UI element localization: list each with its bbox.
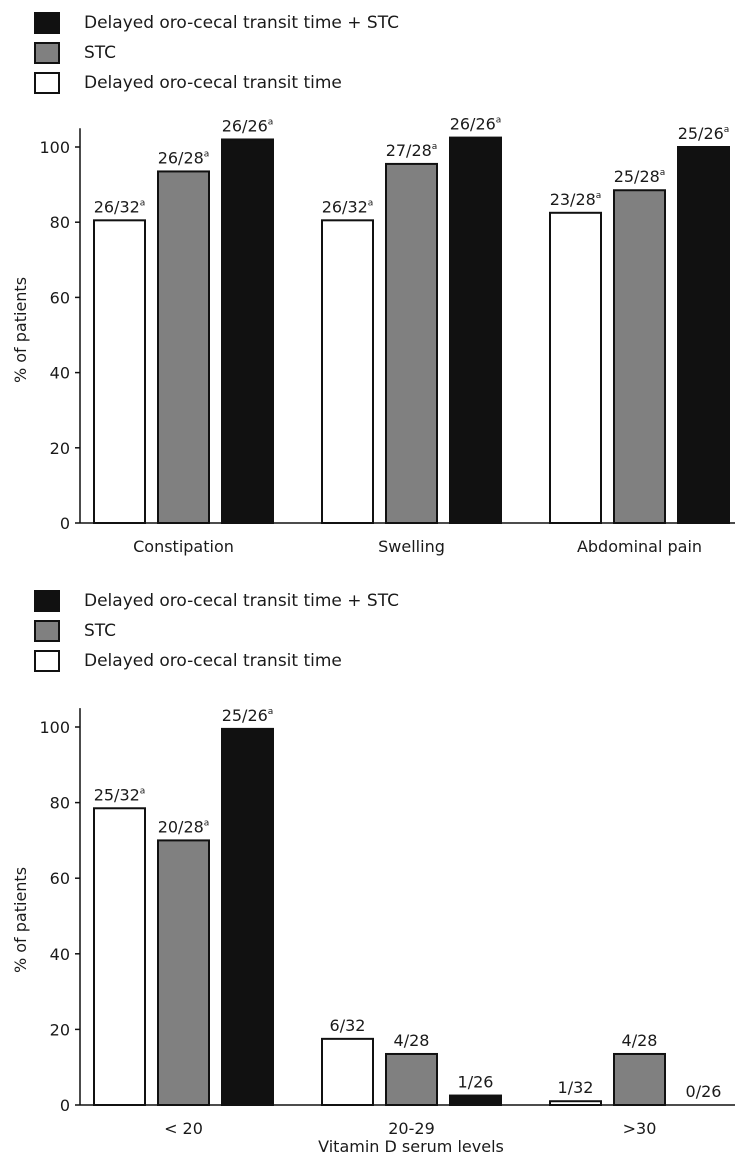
- x-tick-label: 20-29: [388, 1119, 435, 1138]
- legend-swatch-gray: [34, 42, 60, 64]
- legend-label: Delayed oro-cecal transit time: [84, 651, 342, 671]
- legend-swatch-black: [34, 12, 60, 34]
- y-tick-label: 40: [50, 364, 70, 383]
- bar-data-label: 26/32a: [94, 197, 146, 216]
- x-tick-label: >30: [623, 1119, 657, 1138]
- bar: [321, 219, 374, 524]
- legend-swatch-gray: [34, 620, 60, 642]
- bar: [549, 211, 602, 525]
- bar: [157, 170, 210, 524]
- legend-item-delayed: Delayed oro-cecal transit time: [34, 72, 434, 96]
- bar-data-label: 1/32: [558, 1078, 594, 1097]
- bar: [93, 219, 146, 524]
- bar-data-label: 6/32: [330, 1016, 366, 1035]
- bar-chart-symptoms: 0 20 40 60 80 100 % of patients 26/32a 26/28a 26/…: [11, 115, 735, 556]
- bar-data-label: 26/32a: [322, 197, 374, 216]
- y-tick-label: 0: [60, 514, 70, 533]
- y-tick-label: 40: [50, 945, 70, 964]
- y-tick-label: 100: [39, 718, 70, 737]
- y-tick-label: 80: [50, 794, 70, 813]
- legend-item-stc: STC: [34, 620, 434, 644]
- bar-data-label: 26/28a: [158, 148, 210, 167]
- bar: [221, 138, 274, 524]
- y-axis-label: % of patients: [11, 277, 30, 383]
- bar-data-label: 25/28a: [614, 167, 666, 186]
- x-tick-label: < 20: [164, 1119, 203, 1138]
- y-tick-label: 0: [60, 1096, 70, 1115]
- y-axis-label: % of patients: [11, 867, 30, 973]
- bar-data-label: 23/28a: [550, 190, 602, 209]
- x-tick-label: Constipation: [133, 537, 234, 556]
- y-tick-label: 60: [50, 288, 70, 307]
- y-tick-label: 100: [39, 138, 70, 157]
- bar-data-label: 25/32a: [94, 785, 146, 804]
- bar-data-label: 1/26: [458, 1073, 494, 1092]
- bar-data-label: 4/28: [394, 1031, 430, 1050]
- bar: [157, 839, 210, 1106]
- bar-data-label: 26/26a: [450, 115, 502, 134]
- bar: [677, 146, 730, 524]
- bar-data-label: 25/26a: [678, 124, 730, 143]
- legend-label: Delayed oro-cecal transit time: [84, 73, 342, 93]
- legend-item-combined: Delayed oro-cecal transit time + STC: [34, 590, 434, 614]
- bar: [321, 1037, 374, 1107]
- bar: [93, 807, 146, 1107]
- bar-data-label: 4/28: [622, 1031, 658, 1050]
- bar-chart-vitamin-d: 0 20 40 60 80 100 % of patients 25/32a 20/28a 25/…: [11, 706, 735, 1156]
- y-tick-label: 20: [50, 439, 70, 458]
- bar: [385, 162, 438, 524]
- bar: [613, 189, 666, 525]
- legend-swatch-white: [34, 72, 60, 94]
- bar-data-label: 20/28a: [158, 817, 210, 836]
- y-tick-label: 80: [50, 213, 70, 232]
- figure-symptoms: Delayed oro-cecal transit time + STC STC…: [0, 0, 735, 570]
- legend-label: Delayed oro-cecal transit time + STC: [84, 13, 399, 33]
- y-tick-label: 60: [50, 869, 70, 888]
- bar: [449, 1094, 502, 1106]
- legend-swatch-white: [34, 650, 60, 672]
- bar: [449, 136, 502, 524]
- x-tick-label: Abdominal pain: [577, 537, 702, 556]
- legend-label: STC: [84, 43, 117, 63]
- figure-vitamin-d: Delayed oro-cecal transit time + STC STC…: [0, 580, 735, 1160]
- bar-data-label: 0/26: [686, 1082, 722, 1101]
- bar: [613, 1052, 666, 1106]
- bar-data-label: 26/26a: [222, 116, 274, 135]
- x-axis-label: Vitamin D serum levels: [318, 1137, 504, 1156]
- legend-item-combined: Delayed oro-cecal transit time + STC: [34, 12, 434, 36]
- legend-swatch-black: [34, 590, 60, 612]
- y-tick-label: 20: [50, 1020, 70, 1039]
- bar: [221, 727, 274, 1106]
- bar: [549, 1100, 602, 1106]
- bar-data-label: 27/28a: [386, 141, 438, 160]
- legend-item-delayed: Delayed oro-cecal transit time: [34, 650, 434, 674]
- bar: [385, 1052, 438, 1106]
- legend-label: STC: [84, 621, 117, 641]
- x-tick-label: Swelling: [378, 537, 445, 556]
- bar-data-label: 25/26a: [222, 706, 274, 725]
- legend-item-stc: STC: [34, 42, 434, 66]
- legend-label: Delayed oro-cecal transit time + STC: [84, 591, 399, 611]
